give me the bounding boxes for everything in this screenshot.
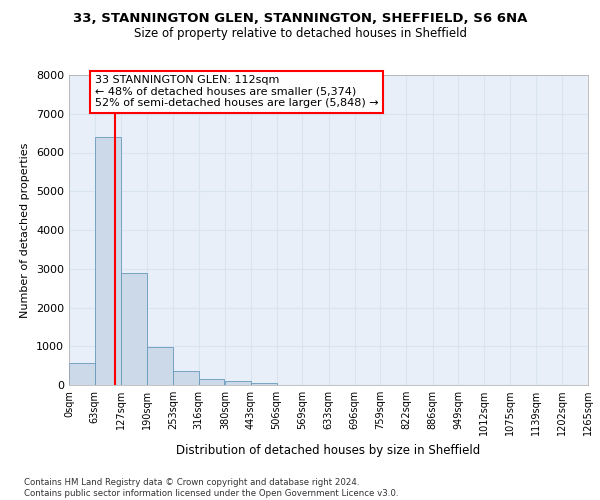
Bar [69,362,95,385]
Bar [173,371,199,385]
Bar [95,137,121,385]
Text: Contains HM Land Registry data © Crown copyright and database right 2024.
Contai: Contains HM Land Registry data © Crown c… [24,478,398,498]
Bar [121,272,147,385]
Y-axis label: Number of detached properties: Number of detached properties [20,142,31,318]
Text: 33, STANNINGTON GLEN, STANNINGTON, SHEFFIELD, S6 6NA: 33, STANNINGTON GLEN, STANNINGTON, SHEFF… [73,12,527,26]
Text: Size of property relative to detached houses in Sheffield: Size of property relative to detached ho… [133,28,467,40]
Text: 33 STANNINGTON GLEN: 112sqm
← 48% of detached houses are smaller (5,374)
52% of : 33 STANNINGTON GLEN: 112sqm ← 48% of det… [95,75,379,108]
X-axis label: Distribution of detached houses by size in Sheffield: Distribution of detached houses by size … [176,444,481,456]
Bar [147,347,173,385]
Bar [225,382,251,385]
Bar [199,379,224,385]
Bar [251,383,277,385]
